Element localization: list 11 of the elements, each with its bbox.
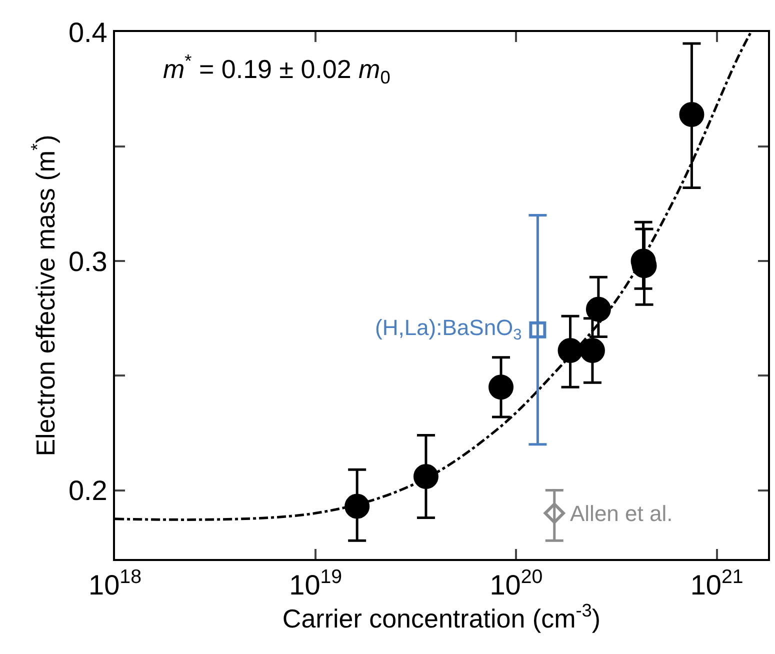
- series-label: Allen et al.: [570, 501, 673, 526]
- x-axis-title: Carrier concentration (cm$^{-3}$): [282, 600, 601, 634]
- x-tick-label: 10$^{19}$: [289, 566, 342, 601]
- x-tick-label: 10$^{18}$: [88, 566, 142, 601]
- x-tick-label: 10$^{21}$: [690, 566, 744, 601]
- series-label: (H,La):BaSnO$_{3}$: [375, 315, 522, 344]
- y-tick-label: 0.2: [68, 475, 108, 506]
- y-tick-label: 0.4: [68, 16, 108, 48]
- annotation: m$^{*}$ = 0.19 ± 0.02 m$_{0}$: [163, 51, 390, 88]
- x-tick-label: 10$^{20}$: [490, 566, 543, 601]
- y-tick-label: 0.3: [68, 246, 108, 277]
